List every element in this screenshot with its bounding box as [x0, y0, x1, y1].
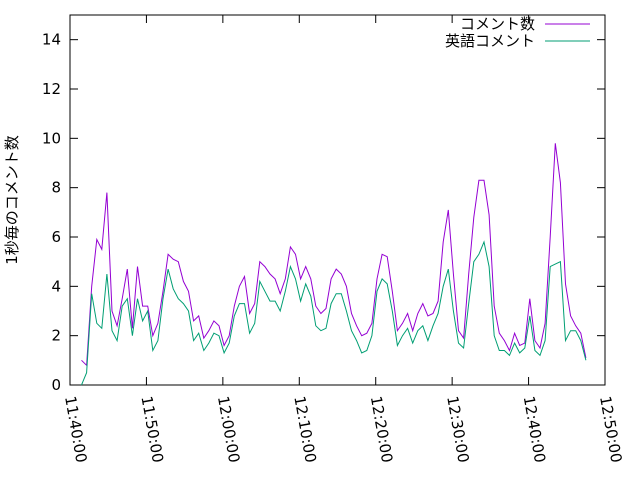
y-tick-label: 0	[51, 376, 61, 394]
x-tick-label: 12:50:00	[596, 395, 625, 464]
x-tick-label: 12:20:00	[367, 395, 396, 464]
x-tick-label: 12:00:00	[214, 395, 243, 464]
series-line	[81, 143, 587, 367]
x-tick-label: 12:10:00	[290, 395, 319, 464]
y-tick-label: 8	[51, 179, 61, 197]
y-tick-label: 6	[51, 228, 61, 246]
y-tick-label: 14	[42, 31, 61, 49]
x-tick-label: 12:30:00	[443, 395, 472, 464]
y-tick-label: 2	[51, 327, 61, 345]
y-tick-label: 12	[42, 80, 61, 98]
series-line	[81, 240, 587, 386]
x-tick-label: 11:50:00	[137, 395, 166, 464]
legend-label: コメント数	[460, 15, 535, 33]
y-tick-label: 10	[42, 129, 61, 147]
plot-border	[69, 14, 606, 386]
x-tick-label: 12:40:00	[520, 395, 549, 464]
legend-label: 英語コメント	[445, 32, 535, 50]
y-tick-label: 4	[51, 277, 61, 295]
x-tick-label: 11:40:00	[61, 395, 90, 464]
y-axis-label: 1秒毎のコメント数	[3, 135, 21, 265]
